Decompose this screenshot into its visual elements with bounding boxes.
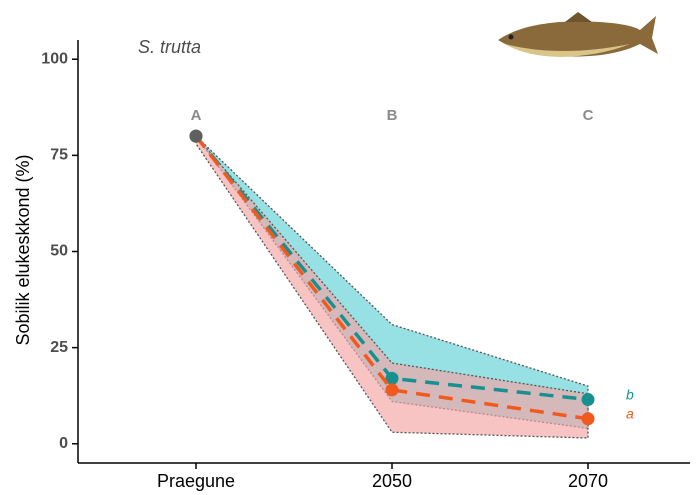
y-axis-title: Sobilik elukeskkond (%)	[13, 154, 33, 345]
group-label: C	[583, 107, 594, 124]
y-tick-label: 50	[50, 243, 68, 260]
y-tick-label: 75	[50, 147, 68, 164]
x-tick-label: 2070	[568, 471, 608, 491]
y-tick-label: 0	[59, 435, 68, 452]
y-tick-label: 25	[50, 339, 68, 356]
x-tick-label: Praegune	[157, 471, 235, 491]
species-label: S. trutta	[138, 37, 201, 57]
point	[189, 129, 203, 143]
point	[385, 383, 399, 397]
x-tick-label: 2050	[372, 471, 412, 491]
series-label: a	[626, 405, 634, 421]
point	[385, 371, 399, 385]
point	[581, 412, 595, 426]
group-label: A	[191, 107, 202, 124]
y-tick-label: 100	[41, 50, 68, 67]
point	[581, 393, 595, 407]
group-label: B	[387, 107, 398, 124]
series-label: b	[626, 386, 634, 402]
fish-icon	[498, 12, 658, 57]
